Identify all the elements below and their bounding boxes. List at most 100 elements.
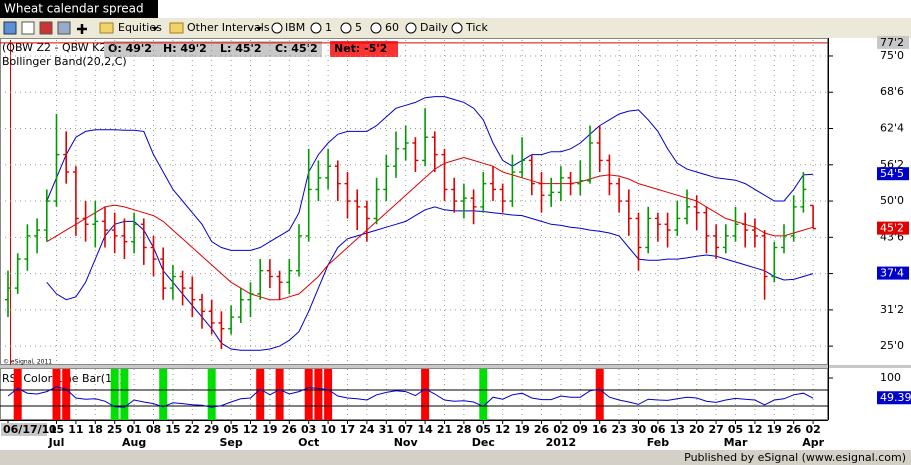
icon[interactable] (57, 21, 71, 35)
rsi-signal-bar (159, 369, 168, 420)
rsi-signal-bar (304, 369, 313, 420)
last-value-box (877, 391, 911, 405)
x-tick-label: 22 (185, 423, 200, 436)
net-readout: Net: -5'2 (334, 42, 387, 55)
icon[interactable] (21, 21, 35, 35)
symbol: (QBW Z2 - QBW K2,D (2, 41, 118, 54)
y-tick-label: 25'0 (880, 339, 904, 352)
rsi-signal-bar (120, 369, 129, 420)
folder-icon[interactable] (99, 22, 114, 34)
last-close-box (877, 221, 909, 235)
interval-icon[interactable] (340, 22, 352, 34)
last-value-label: 49.39 (880, 391, 911, 404)
rsi-signal-bar (275, 369, 284, 420)
band-lower (46, 206, 814, 351)
rsi-signal-bar (595, 369, 604, 420)
band-middle (46, 156, 814, 301)
x-tick-label: 26 (282, 423, 298, 436)
month-label: Feb (647, 436, 670, 449)
month-label: Sep (219, 436, 242, 449)
close-readout: C: 45'2 (275, 42, 318, 55)
toolbar-item[interactable]: Equities (118, 21, 162, 34)
toolbar-item[interactable]: Other Intervals (187, 21, 270, 34)
y-tick-label: 31'2 (880, 303, 904, 316)
x-tick-label: 19 (262, 423, 277, 436)
interval-icon[interactable] (271, 22, 283, 34)
toolbar-item[interactable]: IBM (285, 21, 305, 34)
x-tick-label: 05 (476, 423, 491, 436)
rsi-line (7, 386, 814, 408)
x-tick-label: 23 (611, 423, 626, 436)
toolbar-item[interactable]: Tick (465, 21, 488, 34)
band-upper (46, 96, 814, 251)
rsi-signal-bar (52, 369, 61, 420)
interval-icon[interactable] (370, 22, 382, 34)
x-tick-label: 03 (301, 423, 316, 436)
interval-icon[interactable] (405, 22, 417, 34)
x-tick-label: 30 (631, 423, 647, 436)
month-label: 2012 (546, 436, 577, 449)
icon[interactable] (39, 21, 53, 35)
rsi-signal-bar (110, 369, 119, 420)
dropdown-arrow[interactable] (256, 27, 262, 31)
last-value-label: 37'4 (880, 267, 904, 280)
rsi-signal-bar (314, 369, 323, 420)
x-tick-label: 08 (146, 423, 161, 436)
x-tick-label: 07 (398, 423, 413, 436)
x-tick-label: 21 (437, 423, 452, 436)
window-title: Wheat calendar spread (4, 2, 144, 16)
last-value-box (877, 167, 909, 181)
x-tick-label: 24 (359, 423, 375, 436)
toolbar-item[interactable]: 60 (385, 21, 399, 34)
rsi-signal-bar (13, 369, 22, 420)
rsi-signal-bar (421, 369, 430, 420)
toolbar-item[interactable]: Daily (420, 21, 448, 34)
x-tick-label: 06 (650, 423, 666, 436)
low-readout: L: 45'2 (220, 42, 262, 55)
rsi-signal-bar (256, 369, 265, 420)
icon-plus[interactable] (77, 24, 87, 34)
rsi-signal-bar (62, 369, 71, 420)
last-value-box (877, 266, 909, 280)
x-tick-label: 27 (708, 423, 723, 436)
dropdown-arrow[interactable] (152, 27, 158, 31)
x-axis-area (0, 420, 911, 450)
x-tick-label: 10 (320, 423, 336, 436)
y-tick-label: 68'6 (880, 85, 904, 98)
x-tick-label: 05 (223, 423, 238, 436)
last-value-label: 54'5 (880, 167, 904, 180)
x-tick-label: 25 (107, 423, 122, 436)
x-tick-label: 28 (456, 423, 471, 436)
y-tick-label: 62'4 (880, 122, 904, 135)
x-tick-label: 29 (204, 423, 219, 436)
toolbar-item[interactable]: 5 (355, 21, 362, 34)
x-tick-label: 01 (126, 423, 141, 436)
x-tick-label: 13 (670, 423, 685, 436)
toolbar-item[interactable]: 1 (325, 21, 332, 34)
month-label: Oct (298, 436, 319, 449)
x-tick-label: 11 (68, 423, 83, 436)
month-label: Apr (802, 436, 824, 449)
month-label: Jul (48, 436, 65, 449)
date-highlight (1, 423, 47, 436)
last-close-label: 45'2 (880, 222, 904, 235)
icon[interactable] (3, 21, 17, 35)
price-panel (0, 38, 828, 365)
study-label: Bollinger Band(20,2,C) (2, 55, 127, 68)
rsi-signal-bar (479, 369, 488, 420)
ohlc-box (104, 41, 322, 57)
interval-icon[interactable] (310, 22, 322, 34)
month-label: Dec (472, 436, 495, 449)
x-tick-label: 20 (689, 423, 705, 436)
x-tick-label: 17 (340, 423, 355, 436)
x-tick-label: 18 (88, 423, 103, 436)
interval-icon[interactable] (451, 22, 463, 34)
x-tick-label: 02 (805, 423, 820, 436)
cursor-label-box (877, 35, 909, 49)
x-tick-label: 05 (728, 423, 743, 436)
x-tick-label: 31 (379, 423, 394, 436)
x-tick-label: 06/17/11 (3, 423, 57, 436)
x-tick-label: 14 (417, 423, 433, 436)
folder-icon[interactable] (169, 22, 184, 34)
